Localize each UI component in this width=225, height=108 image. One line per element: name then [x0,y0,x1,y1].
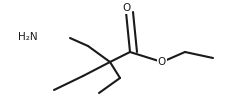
Text: H₂N: H₂N [18,32,37,42]
Text: O: O [122,3,130,13]
Text: O: O [157,57,165,67]
